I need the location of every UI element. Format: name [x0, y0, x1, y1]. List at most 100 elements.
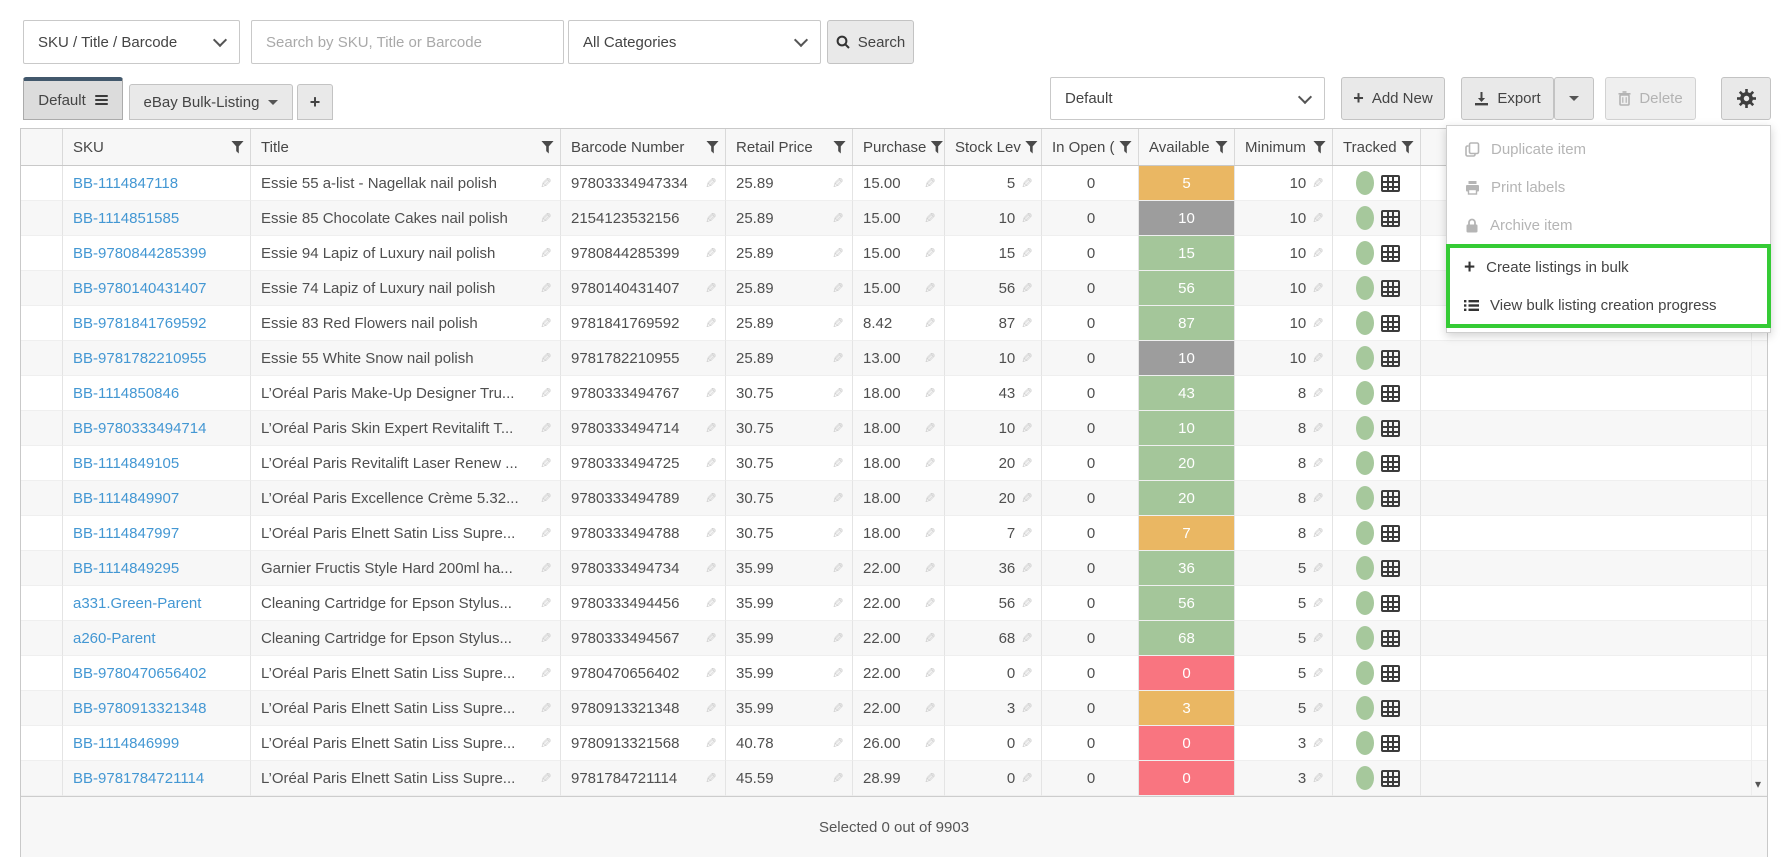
add-new-button[interactable]: Add New [1341, 77, 1445, 120]
edit-icon[interactable] [1021, 770, 1033, 787]
edit-icon[interactable] [832, 385, 844, 402]
filter-icon[interactable] [706, 140, 719, 154]
edit-icon[interactable] [705, 665, 717, 682]
edit-icon[interactable] [540, 560, 552, 577]
stock-grid-icon[interactable] [1380, 244, 1400, 262]
edit-icon[interactable] [924, 595, 936, 612]
menu-item-archive[interactable]: Archive item [1447, 206, 1770, 244]
search-button[interactable]: Search [827, 20, 914, 64]
sku-link[interactable]: BB-1114846999 [73, 734, 180, 752]
hamburger-icon[interactable] [94, 95, 108, 105]
edit-icon[interactable] [1021, 385, 1033, 402]
edit-icon[interactable] [705, 315, 717, 332]
stock-grid-icon[interactable] [1380, 629, 1400, 647]
filter-icon[interactable] [1119, 140, 1132, 154]
sku-link[interactable]: BB-1114849105 [73, 454, 180, 472]
edit-icon[interactable] [924, 560, 936, 577]
row-select-cell[interactable] [21, 481, 63, 516]
edit-icon[interactable] [1312, 665, 1324, 682]
tab-ebay-bulk-listing[interactable]: eBay Bulk-Listing [129, 84, 293, 120]
row-select-cell[interactable] [21, 656, 63, 691]
edit-icon[interactable] [832, 700, 844, 717]
edit-icon[interactable] [705, 455, 717, 472]
edit-icon[interactable] [1312, 770, 1324, 787]
edit-icon[interactable] [540, 490, 552, 507]
edit-icon[interactable] [924, 525, 936, 542]
menu-item-view-bulk-progress[interactable]: View bulk listing creation progress [1450, 286, 1767, 324]
stock-grid-icon[interactable] [1380, 209, 1400, 227]
edit-icon[interactable] [832, 735, 844, 752]
edit-icon[interactable] [540, 700, 552, 717]
edit-icon[interactable] [924, 315, 936, 332]
sku-link[interactable]: BB-1114849295 [73, 559, 180, 577]
edit-icon[interactable] [1312, 595, 1324, 612]
edit-icon[interactable] [540, 210, 552, 227]
edit-icon[interactable] [924, 455, 936, 472]
edit-icon[interactable] [1021, 420, 1033, 437]
edit-icon[interactable] [832, 560, 844, 577]
edit-icon[interactable] [705, 385, 717, 402]
stock-grid-icon[interactable] [1380, 489, 1400, 507]
edit-icon[interactable] [540, 315, 552, 332]
edit-icon[interactable] [924, 770, 936, 787]
edit-icon[interactable] [540, 280, 552, 297]
edit-icon[interactable] [1312, 315, 1324, 332]
row-select-cell[interactable] [21, 691, 63, 726]
sku-link[interactable]: BB-1114847997 [73, 524, 180, 542]
edit-icon[interactable] [924, 210, 936, 227]
row-select-cell[interactable] [21, 621, 63, 656]
edit-icon[interactable] [832, 630, 844, 647]
edit-icon[interactable] [1312, 350, 1324, 367]
edit-icon[interactable] [540, 595, 552, 612]
edit-icon[interactable] [924, 350, 936, 367]
row-select-cell[interactable] [21, 201, 63, 236]
row-select-cell[interactable] [21, 236, 63, 271]
search-input[interactable] [251, 20, 564, 64]
edit-icon[interactable] [705, 245, 717, 262]
menu-item-duplicate[interactable]: Duplicate item [1447, 130, 1770, 168]
stock-grid-icon[interactable] [1380, 279, 1400, 297]
edit-icon[interactable] [832, 210, 844, 227]
column-header-in-open[interactable]: In Open ( [1042, 129, 1139, 165]
row-select-cell[interactable] [21, 726, 63, 761]
sku-link[interactable]: BB-9781784721114 [73, 769, 205, 787]
stock-grid-icon[interactable] [1380, 594, 1400, 612]
stock-grid-icon[interactable] [1380, 454, 1400, 472]
sku-link[interactable]: BB-9781782210955 [73, 349, 207, 367]
edit-icon[interactable] [705, 210, 717, 227]
edit-icon[interactable] [1312, 210, 1324, 227]
row-select-cell[interactable] [21, 516, 63, 551]
edit-icon[interactable] [924, 665, 936, 682]
column-header-stock-level[interactable]: Stock Lev [945, 129, 1042, 165]
edit-icon[interactable] [1021, 630, 1033, 647]
stock-grid-icon[interactable] [1380, 174, 1400, 192]
row-select-cell[interactable] [21, 551, 63, 586]
scroll-down-arrow-icon[interactable] [1751, 776, 1765, 792]
column-header-minimum[interactable]: Minimum [1235, 129, 1333, 165]
edit-icon[interactable] [924, 490, 936, 507]
menu-item-create-listings-bulk[interactable]: Create listings in bulk [1450, 248, 1767, 286]
column-header-title[interactable]: Title [251, 129, 561, 165]
edit-icon[interactable] [1312, 700, 1324, 717]
edit-icon[interactable] [1312, 280, 1324, 297]
sku-link[interactable]: BB-9780333494714 [73, 419, 207, 437]
edit-icon[interactable] [1021, 700, 1033, 717]
column-header-barcode[interactable]: Barcode Number [561, 129, 726, 165]
edit-icon[interactable] [1021, 560, 1033, 577]
edit-icon[interactable] [832, 490, 844, 507]
stock-grid-icon[interactable] [1380, 384, 1400, 402]
edit-icon[interactable] [540, 245, 552, 262]
edit-icon[interactable] [1021, 490, 1033, 507]
filter-icon[interactable] [1401, 140, 1414, 154]
stock-grid-icon[interactable] [1380, 419, 1400, 437]
edit-icon[interactable] [924, 175, 936, 192]
edit-icon[interactable] [924, 700, 936, 717]
delete-button[interactable]: Delete [1605, 77, 1696, 120]
edit-icon[interactable] [705, 175, 717, 192]
settings-button[interactable] [1721, 77, 1771, 120]
column-header-sku[interactable]: SKU [63, 129, 251, 165]
category-selector[interactable]: All Categories [568, 20, 821, 64]
filter-icon[interactable] [930, 140, 944, 154]
edit-icon[interactable] [540, 630, 552, 647]
edit-icon[interactable] [705, 560, 717, 577]
